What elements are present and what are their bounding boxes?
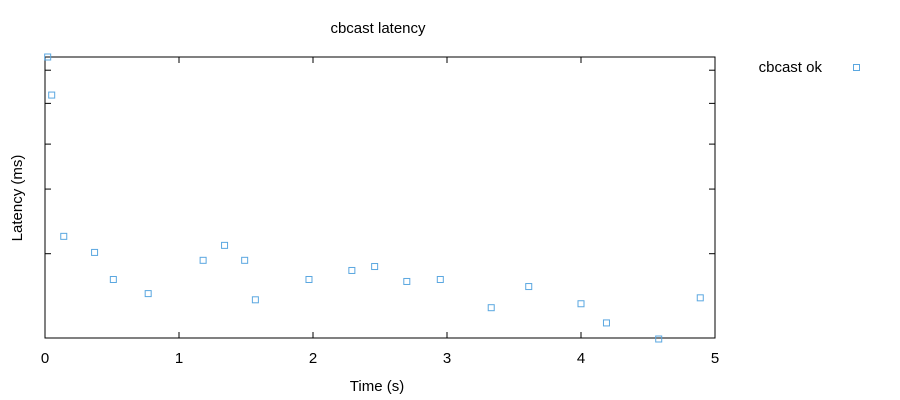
y-axis-label: Latency (ms) — [9, 155, 26, 242]
x-tick-label: 1 — [175, 350, 183, 367]
data-point — [577, 300, 585, 308]
data-point — [602, 319, 610, 327]
x-tick-label: 2 — [309, 350, 317, 367]
x-tick-label: 3 — [443, 350, 451, 367]
chart-title: cbcast latency — [330, 20, 426, 37]
x-axis-ticks: 0 1 2 3 4 5 — [41, 57, 719, 367]
data-point — [251, 296, 259, 304]
x-axis-label: Time (s) — [350, 378, 404, 395]
data-point — [241, 256, 249, 264]
data-point — [696, 294, 704, 302]
legend: cbcast ok — [759, 59, 860, 76]
data-point — [525, 283, 533, 291]
legend-label: cbcast ok — [759, 59, 823, 76]
data-point — [348, 266, 356, 274]
data-point — [403, 277, 411, 285]
x-tick-label: 5 — [711, 350, 719, 367]
data-point — [487, 304, 495, 312]
x-tick-label: 0 — [41, 350, 49, 367]
data-point — [221, 241, 229, 249]
plot-frame — [44, 56, 716, 339]
legend-marker — [853, 64, 860, 71]
data-point — [91, 248, 99, 256]
data-point — [436, 275, 444, 283]
data-point — [199, 256, 207, 264]
y-axis-ticks — [45, 69, 715, 339]
data-point — [371, 263, 379, 271]
data-point — [109, 275, 117, 283]
data-point — [48, 91, 56, 99]
x-tick-label: 4 — [577, 350, 585, 367]
data-point — [144, 290, 152, 298]
data-point — [305, 275, 313, 283]
series-cbcast-ok — [44, 53, 704, 343]
data-point — [60, 232, 68, 240]
data-point — [655, 335, 663, 343]
data-point — [44, 53, 52, 61]
